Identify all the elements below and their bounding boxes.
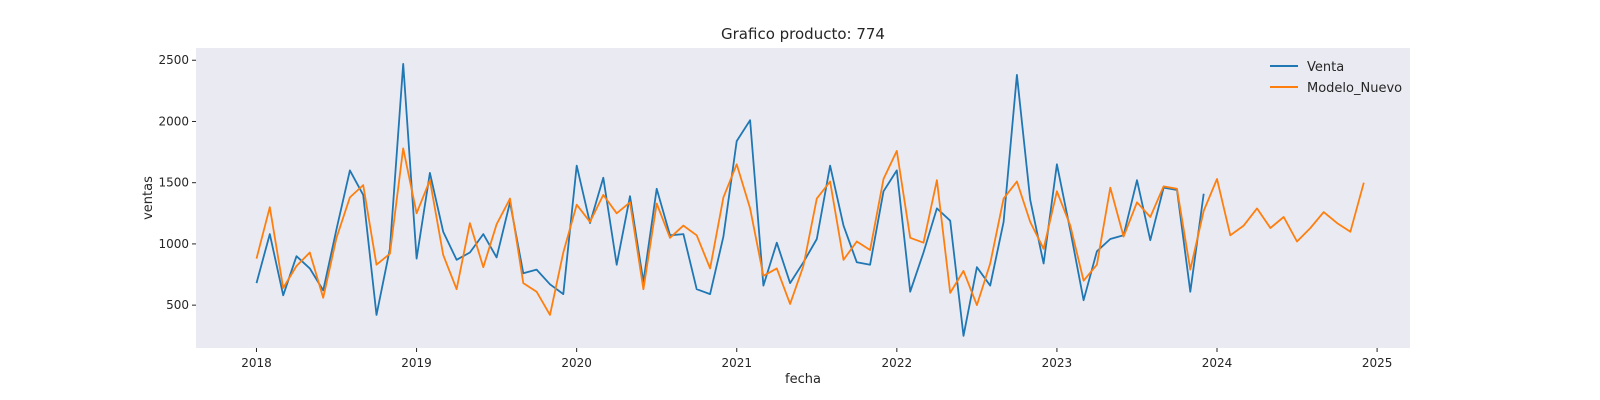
series-lines (255, 63, 1365, 337)
x-tick-label: 2019 (401, 356, 432, 370)
y-tick-label: 1000 (158, 237, 189, 251)
x-axis-ticks: 2018 2019 2020 2021 2022 2023 2024 2025 (241, 348, 1392, 370)
y-tick-label: 500 (166, 298, 189, 312)
y-axis-ticks: 500 1000 1500 2000 2500 (158, 53, 196, 312)
series-line-venta (255, 63, 1205, 337)
legend: Venta Modelo_Nuevo (1270, 60, 1402, 96)
legend-label: Venta (1307, 60, 1344, 75)
y-tick-label: 1500 (158, 176, 189, 190)
x-tick-label: 2023 (1042, 356, 1073, 370)
chart-title: Grafico producto: 774 (721, 25, 885, 43)
x-tick-label: 2018 (241, 356, 272, 370)
x-tick-label: 2020 (561, 356, 592, 370)
x-tick-label: 2024 (1202, 356, 1233, 370)
x-axis-label: fecha (785, 372, 821, 387)
x-tick-label: 2025 (1362, 356, 1393, 370)
y-axis-label: ventas (141, 176, 156, 220)
y-tick-label: 2500 (158, 53, 189, 67)
legend-label: Modelo_Nuevo (1307, 81, 1402, 96)
plot-area (196, 48, 1410, 348)
x-tick-label: 2022 (882, 356, 913, 370)
series-line-modelo-nuevo (255, 147, 1365, 316)
x-tick-label: 2021 (721, 356, 752, 370)
y-tick-label: 2000 (158, 114, 189, 128)
